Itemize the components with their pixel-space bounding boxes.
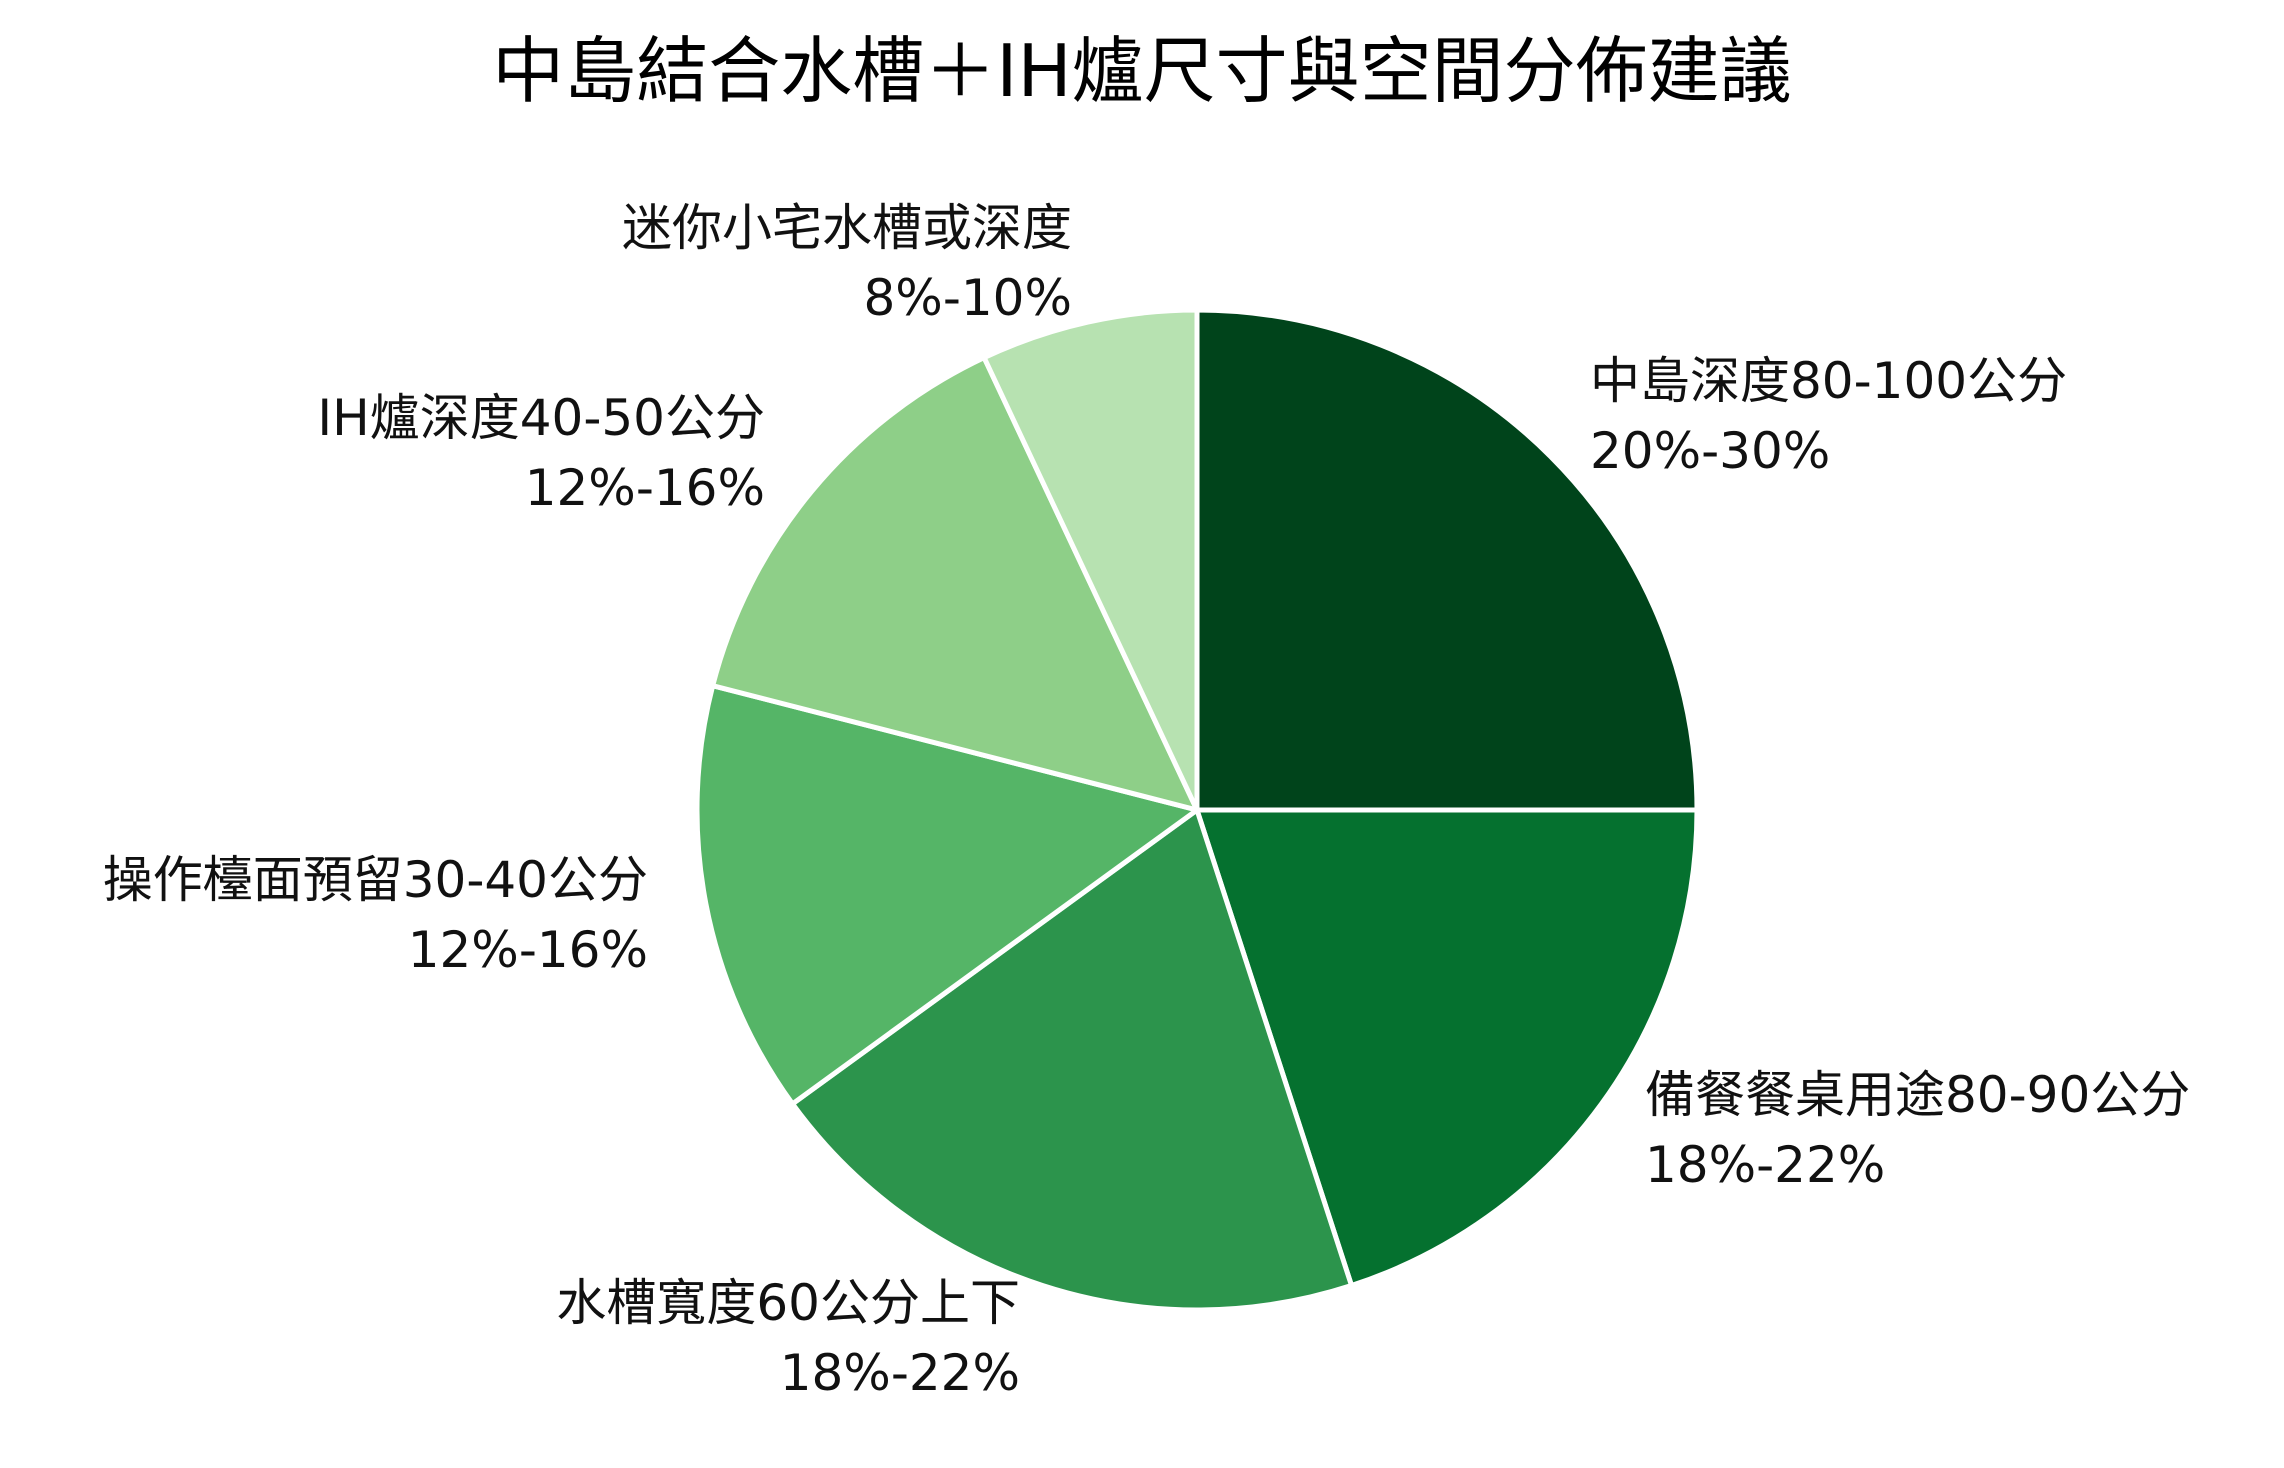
slice-label-value: 18%-22%: [780, 1344, 1020, 1402]
slice-label-name: 水槽寬度60公分上下: [556, 1274, 1020, 1332]
slice-label-value: 18%-22%: [1645, 1136, 1885, 1194]
pie-slice: [1194, 307, 1700, 813]
slice-label-name: 操作檯面預留30-40公分: [103, 851, 648, 909]
pie-slice: [789, 807, 1355, 1313]
pie-slice: [694, 683, 1200, 1107]
slice-label-name: IH爐深度40-50公分: [317, 389, 765, 447]
pie-slice: [1194, 807, 1700, 1289]
slice-label-name: 迷你小宅水槽或深度: [622, 199, 1072, 257]
pie-slice: [981, 307, 1200, 813]
slice-label-value: 20%-30%: [1590, 422, 1830, 480]
chart-title: 中島結合水槽＋IH爐尺寸與空間分佈建議: [492, 29, 1791, 113]
slice-labels: 中島深度80-100公分 20%-30% 備餐餐桌用途80-90公分 18%-22% 水…: [103, 199, 2191, 1402]
pie-slice: [710, 355, 1200, 813]
slice-label-value: 12%-16%: [525, 459, 765, 517]
slice-label-value: 8%-10%: [864, 269, 1073, 327]
slice-label-name: 中島深度80-100公分: [1590, 352, 2067, 410]
slice-label-value: 12%-16%: [408, 921, 648, 979]
slice-label-name: 備餐餐桌用途80-90公分: [1645, 1066, 2190, 1124]
pie-slices: [694, 307, 1700, 1313]
